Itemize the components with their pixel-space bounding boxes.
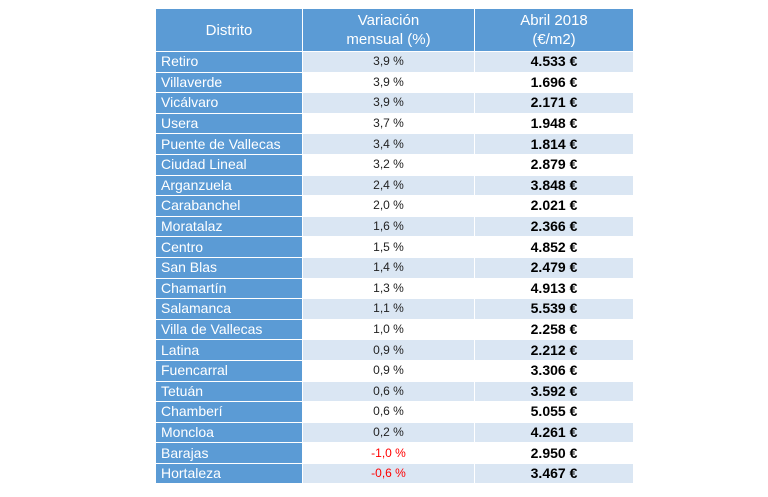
table-row: Fuencarral 0,9 % 3.306 € <box>155 359 634 382</box>
table-row: Moncloa 0,2 % 4.261 € <box>155 421 634 444</box>
monthly-variation-cell: 3,9 % <box>302 92 475 114</box>
table-row: Arganzuela 2,4 % 3.848 € <box>155 174 634 197</box>
monthly-variation-cell: 3,9 % <box>302 51 475 73</box>
price-cell: 5.539 € <box>474 298 634 320</box>
district-name-cell: Hortaleza <box>155 462 303 485</box>
monthly-variation-cell: 0,9 % <box>302 339 475 361</box>
district-column-header: Distrito <box>155 8 303 52</box>
price-cell: 4.913 € <box>474 277 634 300</box>
price-cell: 1.814 € <box>474 133 634 155</box>
district-name-cell: Centro <box>155 236 303 258</box>
monthly-variation-cell: 1,3 % <box>302 277 475 300</box>
monthly-variation-cell: -1,0 % <box>302 442 475 464</box>
district-name-cell: Ciudad Lineal <box>155 153 303 176</box>
monthly-variation-cell: 1,6 % <box>302 215 475 238</box>
price-cell: 3.848 € <box>474 174 634 197</box>
variation-header-line1: Variación <box>357 12 420 29</box>
monthly-variation-cell: 2,4 % <box>302 174 475 197</box>
district-name-cell: Usera <box>155 112 303 135</box>
district-name-cell: Chamartín <box>155 277 303 300</box>
district-name-cell: Tetuán <box>155 380 303 403</box>
price-cell: 1.948 € <box>474 112 634 135</box>
table-row: Chamartín 1,3 % 4.913 € <box>155 277 634 300</box>
table-row: Hortaleza -0,6 % 3.467 € <box>155 462 634 485</box>
table-body: Retiro 3,9 % 4.533 € Villaverde 3,9 % 1.696 €… <box>155 51 634 485</box>
price-cell: 3.592 € <box>474 380 634 403</box>
variation-header-line2: mensual (%) <box>346 31 431 48</box>
district-name-cell: Moratalaz <box>155 215 303 238</box>
table-row: San Blas 1,4 % 2.479 € <box>155 256 634 279</box>
monthly-variation-cell: 0,9 % <box>302 359 475 382</box>
table-row: Salamanca 1,1 % 5.539 € <box>155 298 634 320</box>
monthly-variation-cell: 1,5 % <box>302 236 475 258</box>
monthly-variation-cell: 3,2 % <box>302 153 475 176</box>
price-cell: 4.533 € <box>474 51 634 73</box>
monthly-variation-cell: 0,6 % <box>302 380 475 403</box>
monthly-variation-cell: 3,7 % <box>302 112 475 135</box>
price-cell: 2.258 € <box>474 318 634 341</box>
monthly-variation-cell: 1,4 % <box>302 256 475 279</box>
table-row: Retiro 3,9 % 4.533 € <box>155 51 634 73</box>
price-cell: 2.212 € <box>474 339 634 361</box>
table-row: Villa de Vallecas 1,0 % 2.258 € <box>155 318 634 341</box>
district-name-cell: Villa de Vallecas <box>155 318 303 341</box>
district-name-cell: Arganzuela <box>155 174 303 197</box>
monthly-variation-cell: -0,6 % <box>302 462 475 485</box>
price-cell: 2.171 € <box>474 92 634 114</box>
price-cell: 4.261 € <box>474 421 634 444</box>
table-row: Carabanchel 2,0 % 2.021 € <box>155 195 634 217</box>
monthly-variation-cell: 1,0 % <box>302 318 475 341</box>
table-row: Latina 0,9 % 2.212 € <box>155 339 634 361</box>
district-name-cell: Vicálvaro <box>155 92 303 114</box>
monthly-variation-cell: 3,9 % <box>302 71 475 94</box>
price-cell: 4.852 € <box>474 236 634 258</box>
district-name-cell: Salamanca <box>155 298 303 320</box>
district-name-cell: Chamberí <box>155 401 303 423</box>
price-header-line1: Abril 2018 <box>520 12 588 29</box>
table-row: Villaverde 3,9 % 1.696 € <box>155 71 634 94</box>
price-cell: 5.055 € <box>474 401 634 423</box>
district-name-cell: Latina <box>155 339 303 361</box>
district-name-cell: Puente de Vallecas <box>155 133 303 155</box>
monthly-variation-cell: 1,1 % <box>302 298 475 320</box>
table-row: Centro 1,5 % 4.852 € <box>155 236 634 258</box>
table-row: Puente de Vallecas 3,4 % 1.814 € <box>155 133 634 155</box>
district-price-table: Distrito Variación mensual (%) Abril 201… <box>155 8 634 485</box>
price-column-header: Abril 2018 (€/m2) <box>474 8 634 52</box>
table-header-row: Distrito Variación mensual (%) Abril 201… <box>155 8 634 52</box>
district-name-cell: San Blas <box>155 256 303 279</box>
price-cell: 2.366 € <box>474 215 634 238</box>
table-row: Chamberí 0,6 % 5.055 € <box>155 401 634 423</box>
price-header-line2: (€/m2) <box>532 31 576 48</box>
monthly-variation-cell: 2,0 % <box>302 195 475 217</box>
monthly-variation-cell: 0,2 % <box>302 421 475 444</box>
price-cell: 1.696 € <box>474 71 634 94</box>
district-name-cell: Retiro <box>155 51 303 73</box>
district-name-cell: Fuencarral <box>155 359 303 382</box>
monthly-variation-cell: 0,6 % <box>302 401 475 423</box>
table-row: Tetuán 0,6 % 3.592 € <box>155 380 634 403</box>
price-cell: 2.879 € <box>474 153 634 176</box>
district-name-cell: Moncloa <box>155 421 303 444</box>
price-cell: 2.950 € <box>474 442 634 464</box>
table-row: Ciudad Lineal 3,2 % 2.879 € <box>155 153 634 176</box>
district-name-cell: Barajas <box>155 442 303 464</box>
price-cell: 2.479 € <box>474 256 634 279</box>
price-cell: 2.021 € <box>474 195 634 217</box>
monthly-variation-cell: 3,4 % <box>302 133 475 155</box>
variation-column-header: Variación mensual (%) <box>302 8 475 52</box>
table-row: Usera 3,7 % 1.948 € <box>155 112 634 135</box>
table-row: Vicálvaro 3,9 % 2.171 € <box>155 92 634 114</box>
price-cell: 3.306 € <box>474 359 634 382</box>
price-cell: 3.467 € <box>474 462 634 485</box>
district-name-cell: Villaverde <box>155 71 303 94</box>
district-name-cell: Carabanchel <box>155 195 303 217</box>
table-row: Barajas -1,0 % 2.950 € <box>155 442 634 464</box>
table-row: Moratalaz 1,6 % 2.366 € <box>155 215 634 238</box>
